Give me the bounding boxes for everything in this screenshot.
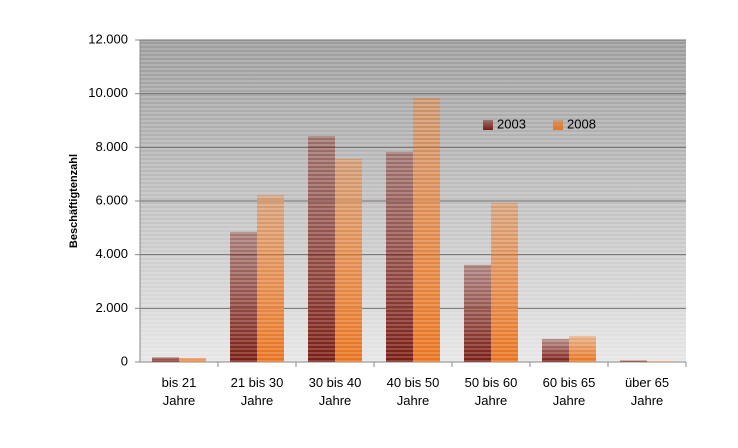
y-tick-label: 6.000 <box>95 192 128 207</box>
x-tick-label: 30 bis 40 Jahre <box>308 375 362 408</box>
bar-stripes <box>647 361 674 362</box>
y-axis-title: Beschäftigtenzahl <box>68 154 80 248</box>
y-tick-label: 8.000 <box>95 139 128 154</box>
x-tick-label: 50 bis 60 Jahre <box>464 375 518 408</box>
y-tick-label: 2.000 <box>95 300 128 315</box>
x-tick-label: 40 bis 50 Jahre <box>386 375 440 408</box>
bar-stripes <box>569 335 596 362</box>
x-tick-label: über 65 Jahre <box>624 375 670 408</box>
legend-swatch <box>553 120 563 130</box>
bar-stripes <box>308 136 335 362</box>
bar-stripes <box>152 357 179 362</box>
legend-label: 2003 <box>497 116 526 131</box>
bar-stripes <box>491 202 518 362</box>
x-tick-label: 60 bis 65 Jahre <box>542 375 596 408</box>
bar-stripes <box>257 195 284 362</box>
bar-stripes <box>386 151 413 362</box>
bar-stripes <box>230 231 257 362</box>
bar-stripes <box>179 357 206 362</box>
bar-stripes <box>413 97 440 363</box>
x-tick-label: 21 bis 30 Jahre <box>230 375 284 408</box>
bar-stripes <box>464 264 491 362</box>
bar-stripes <box>542 338 569 362</box>
y-tick-label: 0 <box>121 353 128 368</box>
bar-stripes <box>620 360 647 362</box>
legend-label: 2008 <box>567 116 596 131</box>
x-tick-label: bis 21 Jahre <box>161 375 197 408</box>
y-tick-label: 10.000 <box>88 85 128 100</box>
y-tick-label: 4.000 <box>95 246 128 261</box>
y-tick-label: 12.000 <box>88 31 128 46</box>
legend-swatch <box>483 120 493 130</box>
bar-stripes <box>335 158 362 362</box>
